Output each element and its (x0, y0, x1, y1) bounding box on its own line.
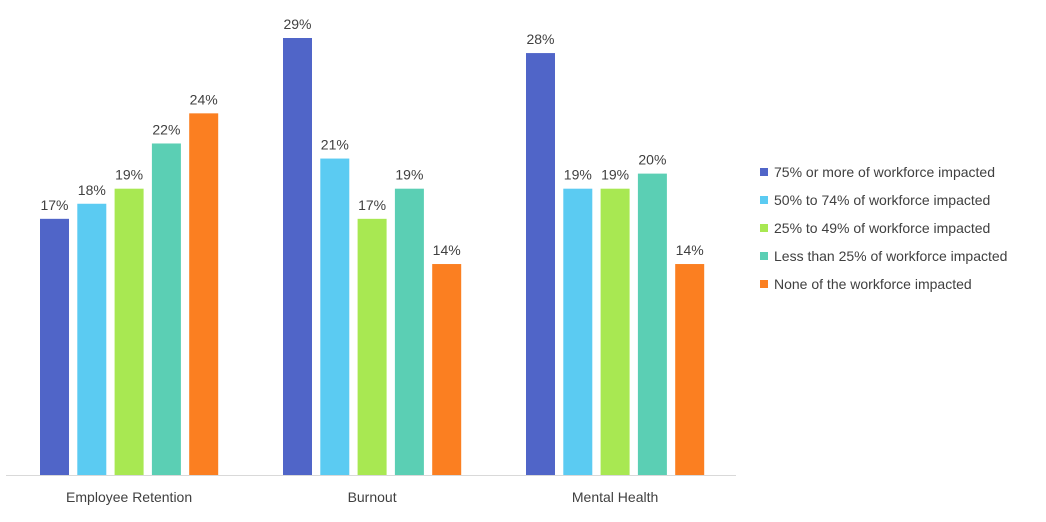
legend-label: Less than 25% of workforce impacted (774, 248, 1008, 264)
legend-item: 25% to 49% of workforce impacted (760, 214, 1007, 242)
legend-item: 75% or more of workforce impacted (760, 158, 1007, 186)
bar-3-5 (675, 264, 705, 475)
bar-1-3 (114, 188, 144, 476)
data-label: 14% (433, 242, 461, 258)
legend-item: None of the workforce impacted (760, 270, 1007, 298)
data-label: 28% (526, 31, 554, 47)
legend-swatch (760, 196, 768, 204)
bar-2-1 (283, 38, 312, 475)
x-tick-label: Burnout (348, 489, 397, 505)
data-label: 22% (152, 121, 180, 137)
data-label: 20% (638, 152, 666, 168)
data-label: 14% (676, 242, 704, 258)
data-label: 19% (601, 167, 629, 183)
bar-3-3 (600, 188, 630, 476)
x-tick-label: Mental Health (572, 489, 658, 505)
legend-label: 50% to 74% of workforce impacted (774, 192, 991, 208)
data-label: 21% (321, 137, 349, 153)
chart-legend: 75% or more of workforce impacted 50% to … (760, 158, 1007, 298)
data-label: 19% (564, 167, 592, 183)
data-label: 18% (78, 182, 106, 198)
data-label: 19% (115, 167, 143, 183)
bar-2-3 (357, 218, 387, 476)
bar-1-4 (151, 143, 181, 475)
bar-3-1 (526, 53, 555, 475)
bar-2-5 (432, 264, 462, 475)
legend-item: Less than 25% of workforce impacted (760, 242, 1007, 270)
data-label: 17% (40, 197, 68, 213)
bar-1-2 (77, 203, 107, 476)
bar-1-5 (189, 113, 219, 476)
data-label: 19% (395, 167, 423, 183)
bar-2-4 (394, 188, 424, 476)
x-tick-label: Employee Retention (66, 489, 192, 505)
legend-label: 25% to 49% of workforce impacted (774, 220, 991, 236)
legend-swatch (760, 168, 768, 176)
legend-item: 50% to 74% of workforce impacted (760, 186, 1007, 214)
bar-1-1 (40, 218, 69, 476)
bar-3-4 (637, 173, 667, 475)
legend-swatch (760, 280, 768, 288)
legend-swatch (760, 224, 768, 232)
data-label: 24% (190, 91, 218, 107)
legend-swatch (760, 252, 768, 260)
data-label: 29% (283, 16, 311, 32)
legend-label: 75% or more of workforce impacted (774, 164, 995, 180)
bar-chart-plot: 17% 29% 28% 18% 21% 19% 19% 17% 19% 22% 19% 20% 24% 1… (6, 16, 736, 505)
bar-3-2 (563, 188, 593, 476)
legend-label: None of the workforce impacted (774, 276, 972, 292)
data-label: 17% (358, 197, 386, 213)
bar-2-2 (320, 158, 350, 475)
